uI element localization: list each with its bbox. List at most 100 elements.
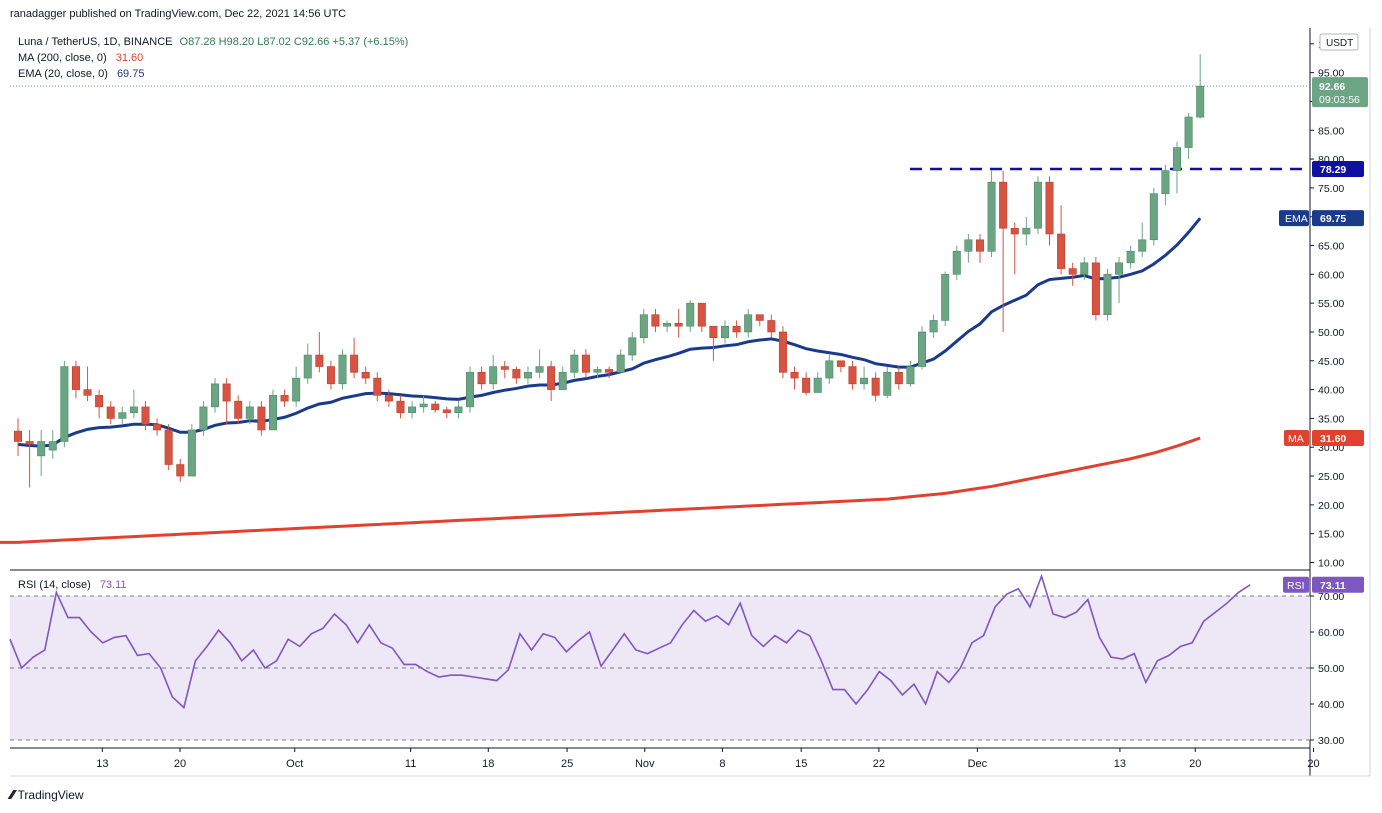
candle-body (245, 406, 254, 419)
rsi-y-tick-label: 30.00 (1318, 735, 1344, 747)
resistance-value-tag (1312, 160, 1364, 177)
candle-body (651, 314, 660, 327)
candle-body (1091, 262, 1100, 315)
candle-body (350, 354, 359, 373)
ma-legend[interactable]: MA (200, close, 0) 31.60 (18, 52, 143, 64)
candle-body (860, 377, 869, 385)
candle (802, 372, 811, 396)
candle-body (303, 354, 312, 379)
candle (164, 424, 173, 471)
tradingview-logo-icon: ⁄⁄⁄ (10, 787, 14, 802)
symbol-legend: Luna / TetherUS, 1D, BINANCE O87.28 H98.… (18, 36, 408, 48)
candle-body (315, 354, 324, 367)
candle-body (686, 302, 695, 327)
candle-body (709, 325, 718, 339)
candle-body (1138, 239, 1147, 252)
candle-body (1057, 233, 1066, 269)
candle-body (25, 441, 34, 445)
rsi-tag-box (1283, 576, 1309, 593)
candle-body (153, 423, 162, 431)
last-price-tag (1312, 77, 1368, 108)
candle-body (720, 325, 729, 339)
ema-legend-value: 69.75 (116, 68, 145, 80)
candle-body (848, 366, 857, 385)
candle-body (871, 377, 880, 396)
candle-body (964, 239, 973, 252)
candle-body (941, 274, 950, 321)
candle (929, 314, 938, 338)
candle-body (999, 181, 1008, 229)
candle (639, 308, 648, 344)
candle (1080, 257, 1089, 281)
candle (71, 360, 80, 399)
candle (593, 366, 602, 379)
candle (153, 418, 162, 436)
y-tick-label: 10.00 (1318, 558, 1344, 570)
candle (361, 366, 370, 384)
candle (500, 360, 509, 379)
rsi-value-tag (1312, 576, 1364, 593)
candle (883, 366, 892, 399)
candle-body (1173, 147, 1182, 171)
candle (999, 170, 1008, 332)
ma-value-tag (1312, 430, 1364, 447)
candle-body (894, 372, 903, 385)
x-tick-label: Nov (635, 758, 655, 770)
rsi-tag-label: RSI (1287, 580, 1305, 592)
candle (825, 355, 834, 384)
rsi-legend-label: RSI (14, close) (18, 579, 91, 591)
candle (350, 337, 359, 379)
x-tick-label: 20 (174, 758, 186, 770)
candle-body (547, 366, 556, 390)
candle (187, 424, 196, 477)
candle-body (280, 395, 289, 402)
candle-body (744, 314, 753, 333)
candle-body (1184, 116, 1193, 148)
candle-body (663, 323, 672, 327)
x-tick-label: 20 (1307, 758, 1319, 770)
candle (1068, 262, 1077, 286)
candle-body (1080, 262, 1089, 275)
candle (1091, 257, 1100, 321)
candle-body (466, 372, 475, 408)
candle (790, 366, 799, 390)
ema-legend[interactable]: EMA (20, close, 0) 69.75 (18, 68, 144, 80)
rsi-legend[interactable]: RSI (14, close) 73.11 (18, 579, 127, 591)
candle-body (987, 181, 996, 252)
candle-body (918, 331, 927, 367)
candle (663, 320, 672, 332)
rsi-y-tick-label: 40.00 (1318, 699, 1344, 711)
candle-body (616, 354, 625, 373)
candle-body (558, 372, 567, 390)
candle-body (570, 354, 579, 373)
x-tick-label: 13 (96, 758, 108, 770)
candle (1126, 245, 1135, 269)
candle-body (1010, 227, 1019, 235)
candle (466, 366, 475, 413)
candle (280, 389, 289, 407)
candle (60, 360, 69, 448)
candle (268, 389, 277, 431)
candle-body (48, 441, 57, 451)
symbol-name[interactable]: Luna / TetherUS, 1D, BINANCE (18, 36, 173, 48)
x-tick-label: 8 (719, 758, 725, 770)
candle (1045, 176, 1054, 246)
candle-body (338, 354, 347, 385)
candle (442, 406, 451, 419)
candle (628, 331, 637, 361)
candle (767, 314, 776, 338)
candle-body (1126, 250, 1135, 264)
candle (964, 234, 973, 263)
x-tick-label: 18 (482, 758, 494, 770)
candle (477, 366, 486, 390)
publisher-caption: ranadagger published on TradingView.com,… (10, 8, 347, 20)
candle (303, 343, 312, 384)
candle (48, 429, 57, 459)
tradingview-logo[interactable]: ⁄⁄⁄ TradingView (10, 787, 84, 802)
candle (720, 320, 729, 344)
rsi-y-tick-label: 50.00 (1318, 663, 1344, 675)
candle (1022, 216, 1031, 246)
candle (211, 378, 220, 413)
x-tick-label: 11 (405, 758, 416, 770)
